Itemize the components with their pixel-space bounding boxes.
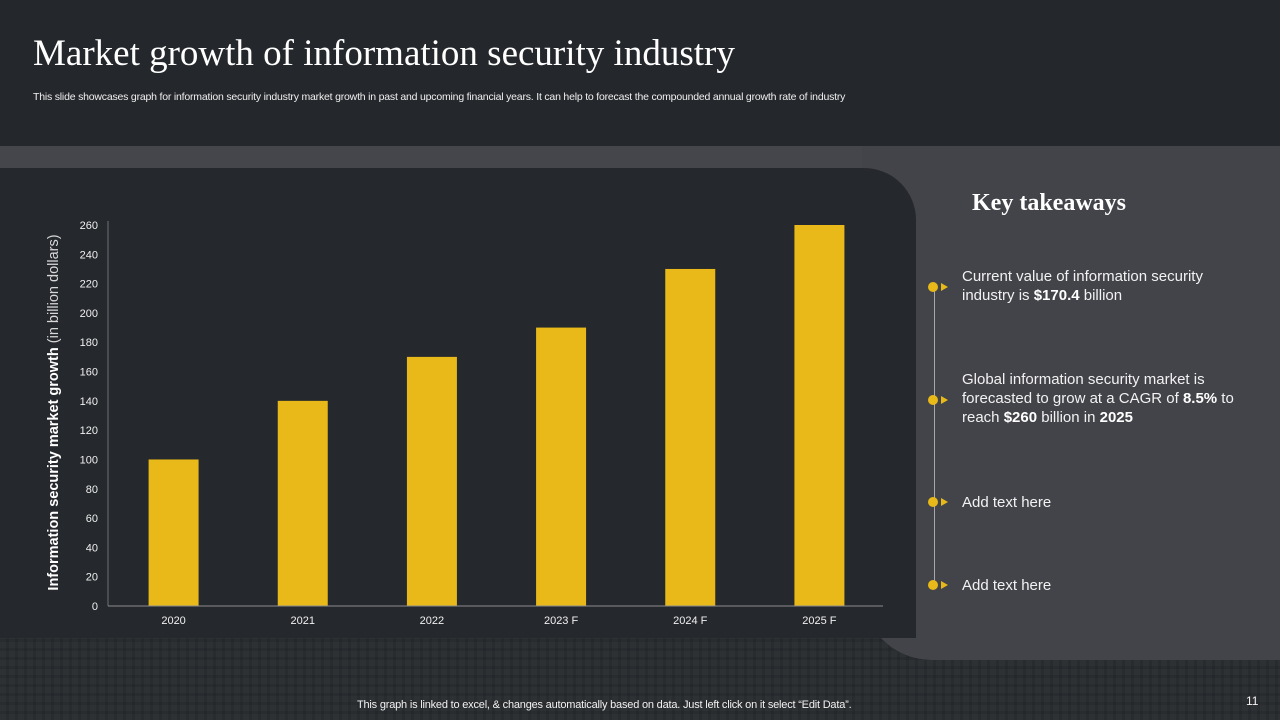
y-tick-label: 140 [80, 396, 98, 408]
dot-icon [928, 580, 938, 590]
y-tick-label: 260 [80, 220, 98, 232]
y-tick-label: 240 [80, 249, 98, 261]
text-segment: to reach [962, 390, 1234, 426]
y-tick-label: 40 [86, 542, 98, 554]
arrow-right-icon [941, 396, 948, 404]
slide-title: Market growth of information security in… [33, 33, 735, 74]
x-tick-label: 2022 [420, 615, 444, 627]
dot-icon [928, 282, 938, 292]
dot-icon [928, 395, 938, 405]
y-axis-label: Information security market growth (in b… [46, 234, 62, 590]
y-tick-label: 180 [80, 337, 98, 349]
y-tick-label: 0 [92, 601, 98, 613]
text-segment: Add text here [962, 577, 1052, 594]
bar-2024-f[interactable] [665, 268, 716, 606]
text-segment: Add text here [962, 494, 1052, 511]
x-axis-ticks: 2020 2021 2022 2023 F 2024 F 2025 F [161, 615, 836, 627]
bar-2022[interactable] [406, 356, 457, 606]
y-tick-label: 80 [86, 484, 98, 496]
text-segment: Global information security market is fo… [962, 371, 1205, 407]
takeaway-text[interactable]: Add text here [962, 576, 1252, 595]
x-tick-label: 2021 [291, 615, 315, 627]
y-tick-label: 200 [80, 308, 98, 320]
bars [148, 225, 845, 606]
slide-subtitle: This slide showcases graph for informati… [33, 91, 846, 103]
bullet-icon [928, 496, 952, 508]
y-tick-label: 160 [80, 367, 98, 379]
takeaway-text[interactable]: Current value of information security in… [962, 267, 1252, 305]
footer-note: This graph is linked to excel, & changes… [357, 699, 852, 711]
highlight-value: $260 [1003, 409, 1038, 426]
bar-2025-f[interactable] [794, 225, 845, 606]
highlight-value: 2025 [1099, 409, 1133, 426]
takeaway-text[interactable]: Global information security market is fo… [962, 370, 1252, 427]
y-axis-ticks: 0 20 40 60 80 100 120 140 160 180 200 220 240 260 [80, 220, 98, 613]
text-segment: billion [1079, 287, 1123, 304]
x-tick-label: 2023 F [544, 615, 579, 627]
bar-2023-f[interactable] [536, 327, 587, 606]
y-tick-label: 100 [80, 454, 98, 466]
arrow-right-icon [941, 283, 948, 291]
y-tick-label: 60 [86, 513, 98, 525]
bullet-icon [928, 579, 952, 591]
y-axis-label-main: Information security market growth [46, 347, 62, 590]
text-segment: billion in [1037, 409, 1100, 426]
bar-2021[interactable] [277, 400, 328, 606]
x-tick-label: 2024 F [673, 615, 708, 627]
bullet-icon [928, 394, 952, 406]
y-tick-label: 220 [80, 279, 98, 291]
bar-2020[interactable] [148, 459, 199, 606]
takeaway-text[interactable]: Add text here [962, 493, 1252, 512]
takeaways-title: Key takeaways [972, 190, 1126, 216]
arrow-right-icon [941, 498, 948, 506]
y-axis-label-unit: (in billion dollars) [46, 234, 62, 347]
y-tick-label: 20 [86, 572, 98, 584]
chart-panel: 0 20 40 60 80 100 120 140 160 180 200 220 240 260 202… [0, 168, 916, 638]
arrow-right-icon [941, 581, 948, 589]
y-tick-label: 120 [80, 425, 98, 437]
x-tick-label: 2025 F [802, 615, 837, 627]
highlight-value: $170.4 [1033, 287, 1080, 304]
dot-icon [928, 497, 938, 507]
bar-chart[interactable]: 0 20 40 60 80 100 120 140 160 180 200 220 240 260 202… [0, 168, 916, 638]
text-segment: Current value of information security in… [962, 268, 1203, 304]
timeline-line [934, 285, 935, 585]
highlight-value: 8.5% [1182, 390, 1218, 407]
x-tick-label: 2020 [161, 615, 185, 627]
page-number: 11 [1246, 694, 1259, 708]
bullet-icon [928, 281, 952, 293]
